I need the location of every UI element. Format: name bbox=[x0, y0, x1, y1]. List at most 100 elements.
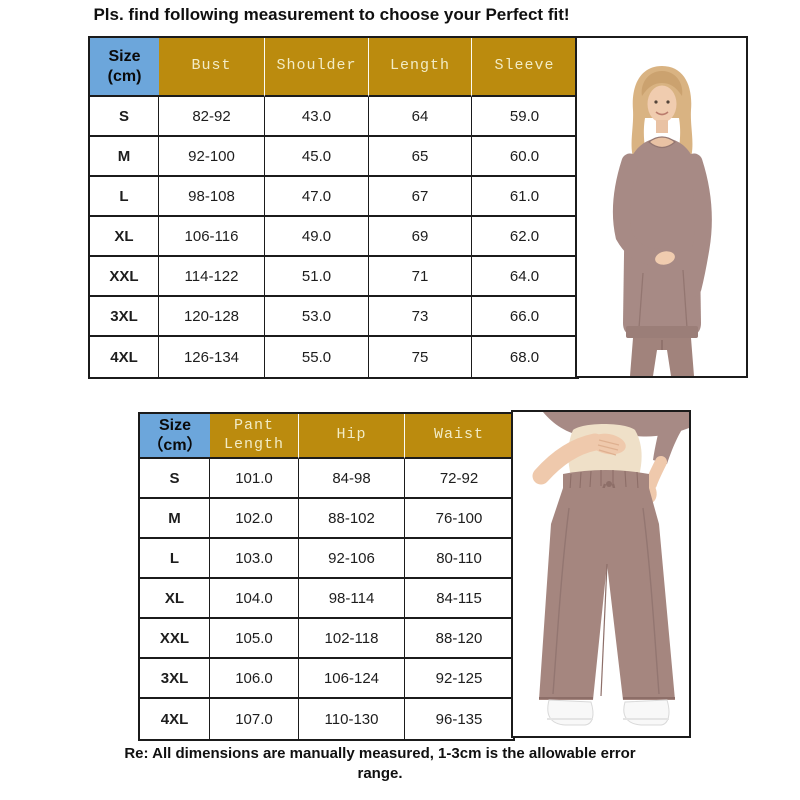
table-cell: 88-102 bbox=[299, 499, 405, 539]
table-cell: 106.0 bbox=[210, 659, 299, 699]
table-cell: 80-110 bbox=[405, 539, 513, 579]
table-cell: 126-134 bbox=[159, 337, 265, 377]
bottom-size-table: Size （cm） Pant Length Hip Waist S 101.0 … bbox=[138, 412, 515, 741]
size-label: Size bbox=[108, 48, 141, 66]
column-header-hip: Hip bbox=[299, 414, 405, 459]
table-cell: 55.0 bbox=[265, 337, 369, 377]
table-cell: 68.0 bbox=[509, 348, 540, 366]
table-cell: 84-98 bbox=[299, 459, 405, 499]
size-cell: M bbox=[140, 499, 210, 539]
column-header-sleeve: Sleeve bbox=[472, 38, 577, 97]
sneaker-right bbox=[623, 699, 670, 726]
model-top-photo bbox=[575, 36, 748, 378]
table-cell: 104.0 bbox=[210, 579, 299, 619]
face bbox=[647, 85, 677, 123]
column-header-bust: Bust bbox=[159, 38, 265, 97]
column-header-shoulder: Shoulder bbox=[265, 38, 369, 97]
table-cell: 65 bbox=[369, 137, 472, 177]
size-cell: 4XL bbox=[140, 699, 210, 739]
size-unit: （cm） bbox=[147, 436, 203, 454]
table-cell: 45.0 bbox=[265, 137, 369, 177]
column-header-length: Length bbox=[369, 38, 472, 97]
hand-on-belly bbox=[655, 251, 675, 265]
table-cell: 49.0 bbox=[265, 217, 369, 257]
table-cell: 106-116 bbox=[159, 217, 265, 257]
table-cell: 60.0 bbox=[472, 137, 577, 177]
table-cell: 96-135 bbox=[435, 710, 483, 728]
size-cell: XXL bbox=[90, 257, 159, 297]
table-cell: 98-108 bbox=[159, 177, 265, 217]
table-cell: 64 bbox=[369, 97, 472, 137]
table-cell: 59.0 bbox=[472, 97, 577, 137]
table-cell: 61.0 bbox=[472, 177, 577, 217]
pants bbox=[539, 488, 675, 700]
table-cell: 43.0 bbox=[265, 97, 369, 137]
table-cell: 75 bbox=[369, 337, 472, 377]
column-header-waist: Waist bbox=[405, 414, 513, 459]
table-cell: 92-106 bbox=[299, 539, 405, 579]
hair bbox=[631, 66, 693, 172]
column-header-pant-length: Pant Length bbox=[210, 414, 299, 459]
size-cell: 4XL bbox=[90, 337, 159, 377]
top-size-table: Size (cm) Bust Shoulder Length Sleeve S … bbox=[88, 36, 579, 379]
table-cell: 92-100 bbox=[159, 137, 265, 177]
size-cell: 3XL bbox=[140, 659, 210, 699]
table-cell: 84-115 bbox=[405, 579, 513, 619]
table-cell: 105.0 bbox=[210, 619, 299, 659]
bottom-size-header-cell: Size （cm） bbox=[140, 414, 210, 459]
table-cell: 114-122 bbox=[159, 257, 265, 297]
table-cell: 51.0 bbox=[265, 257, 369, 297]
size-cell: L bbox=[140, 539, 210, 579]
measurement-note: Re: All dimensions are manually measured… bbox=[0, 744, 760, 784]
right-arm bbox=[684, 153, 712, 297]
table-cell: 47.0 bbox=[265, 177, 369, 217]
note-line-2: range. bbox=[357, 765, 403, 782]
table-cell: 92-125 bbox=[405, 659, 513, 699]
table-cell: 106-124 bbox=[299, 659, 405, 699]
table-cell: 88-120 bbox=[405, 619, 513, 659]
top-size-header-cell: Size (cm) bbox=[90, 38, 159, 97]
table-cell: 62.0 bbox=[472, 217, 577, 257]
size-cell: XL bbox=[90, 217, 159, 257]
table-cell: 64.0 bbox=[472, 257, 577, 297]
left-sleeve bbox=[653, 412, 689, 464]
size-cell: 3XL bbox=[90, 297, 159, 337]
size-cell: L bbox=[90, 177, 159, 217]
table-cell: 53.0 bbox=[265, 297, 369, 337]
neckline bbox=[648, 136, 676, 149]
page-title: Pls. find following measurement to choos… bbox=[93, 5, 570, 24]
table-cell: 67 bbox=[369, 177, 472, 217]
neck bbox=[656, 120, 668, 133]
size-cell: M bbox=[90, 137, 159, 177]
model-top-illustration bbox=[577, 38, 746, 376]
table-cell: 103.0 bbox=[210, 539, 299, 579]
table-cell: 73 bbox=[369, 297, 472, 337]
sneaker-left bbox=[547, 699, 594, 726]
model-pants-photo bbox=[511, 410, 691, 738]
table-cell: 66.0 bbox=[472, 297, 577, 337]
table-cell: 101.0 bbox=[210, 459, 299, 499]
table-cell: 110-130 bbox=[299, 699, 405, 739]
size-cell: XL bbox=[140, 579, 210, 619]
table-cell: 82-92 bbox=[159, 97, 265, 137]
pants-top bbox=[630, 338, 694, 376]
left-arm bbox=[612, 153, 666, 266]
forearm bbox=[532, 433, 604, 485]
table-cell: 72-92 bbox=[405, 459, 513, 499]
table-cell: 71 bbox=[369, 257, 472, 297]
size-cell: S bbox=[90, 97, 159, 137]
table-cell: 98-114 bbox=[299, 579, 405, 619]
size-cell: S bbox=[140, 459, 210, 499]
table-cell: 102-118 bbox=[299, 619, 405, 659]
table-cell: 76-100 bbox=[405, 499, 513, 539]
waistband bbox=[563, 470, 649, 492]
table-cell: 107.0 bbox=[210, 699, 299, 739]
hair-fringe bbox=[641, 71, 683, 96]
size-cell: XXL bbox=[140, 619, 210, 659]
table-cell: 102.0 bbox=[210, 499, 299, 539]
model-pants-illustration bbox=[513, 412, 689, 736]
table-cell: 69 bbox=[369, 217, 472, 257]
size-label: Size bbox=[158, 417, 191, 435]
table-cell: 120-128 bbox=[159, 297, 265, 337]
